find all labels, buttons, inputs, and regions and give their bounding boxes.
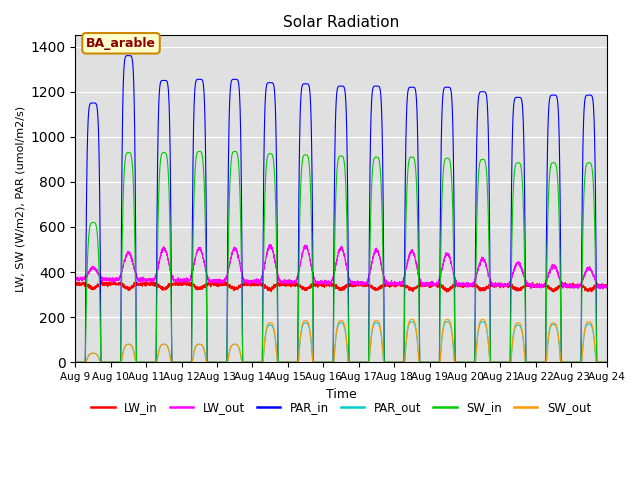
LW_out xyxy=(602,285,610,291)
Title: Solar Radiation: Solar Radiation xyxy=(283,15,399,30)
PAR_out xyxy=(321,360,329,365)
SW_in xyxy=(490,360,498,365)
PAR_in xyxy=(490,360,498,365)
LW_out xyxy=(490,281,498,287)
LW_in xyxy=(72,280,79,286)
LW_in xyxy=(603,283,611,289)
SW_out xyxy=(479,316,486,322)
LW_in xyxy=(602,282,610,288)
PAR_out xyxy=(602,360,610,365)
LW_in xyxy=(321,281,329,287)
PAR_out xyxy=(479,319,486,324)
PAR_in xyxy=(72,360,79,365)
PAR_in xyxy=(431,360,438,365)
PAR_in xyxy=(603,360,611,365)
LW_in xyxy=(431,283,438,288)
LW_out xyxy=(599,286,607,292)
PAR_in xyxy=(460,360,468,365)
Line: LW_out: LW_out xyxy=(76,244,607,289)
PAR_in xyxy=(125,53,132,59)
SW_out xyxy=(602,360,610,365)
LW_in xyxy=(443,289,451,295)
LW_out xyxy=(460,282,468,288)
Line: PAR_out: PAR_out xyxy=(76,322,607,362)
Line: SW_in: SW_in xyxy=(76,152,607,362)
SW_out xyxy=(603,360,611,365)
Line: LW_in: LW_in xyxy=(76,280,607,292)
SW_in xyxy=(72,360,79,365)
PAR_in xyxy=(167,230,175,236)
LW_out xyxy=(267,241,275,247)
SW_in xyxy=(431,360,438,365)
PAR_out xyxy=(431,360,438,365)
SW_out xyxy=(167,358,175,364)
SW_in xyxy=(196,149,204,155)
SW_out xyxy=(460,360,468,365)
LW_out xyxy=(321,277,329,283)
SW_out xyxy=(490,360,498,365)
Legend: LW_in, LW_out, PAR_in, PAR_out, SW_in, SW_out: LW_in, LW_out, PAR_in, PAR_out, SW_in, S… xyxy=(86,396,596,419)
PAR_out xyxy=(460,360,468,365)
X-axis label: Time: Time xyxy=(326,387,356,400)
PAR_in xyxy=(321,360,329,365)
LW_in xyxy=(97,277,105,283)
SW_in xyxy=(321,360,329,365)
PAR_out xyxy=(490,360,498,365)
LW_in xyxy=(167,282,175,288)
SW_out xyxy=(321,360,329,365)
Text: BA_arable: BA_arable xyxy=(86,37,156,50)
SW_out xyxy=(72,360,79,365)
Y-axis label: LW, SW (W/m2), PAR (umol/m2/s): LW, SW (W/m2), PAR (umol/m2/s) xyxy=(15,106,25,292)
Line: PAR_in: PAR_in xyxy=(76,56,607,362)
LW_in xyxy=(490,285,498,290)
SW_in xyxy=(602,360,610,365)
LW_out xyxy=(431,281,438,287)
PAR_out xyxy=(167,358,175,364)
LW_out xyxy=(603,285,611,290)
LW_in xyxy=(460,283,468,288)
LW_out xyxy=(72,276,79,282)
PAR_out xyxy=(603,360,611,365)
SW_in xyxy=(460,360,468,365)
SW_in xyxy=(167,279,175,285)
PAR_in xyxy=(602,360,610,365)
Line: SW_out: SW_out xyxy=(76,319,607,362)
SW_out xyxy=(431,360,438,365)
PAR_out xyxy=(72,360,79,365)
LW_out xyxy=(167,268,175,274)
SW_in xyxy=(603,360,611,365)
